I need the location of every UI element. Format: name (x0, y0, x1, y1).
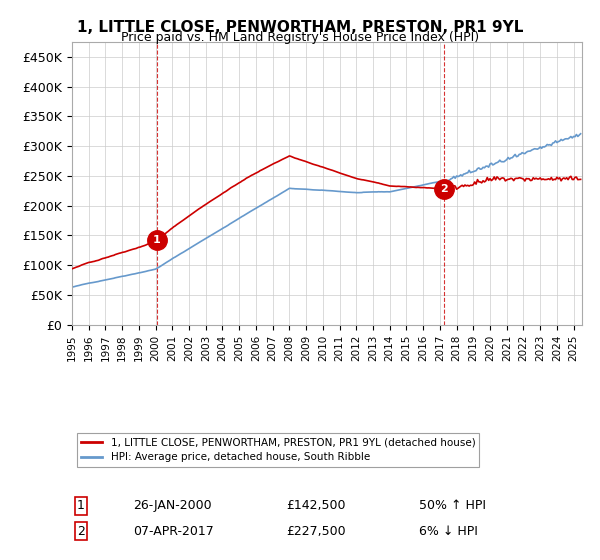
Text: 1: 1 (153, 235, 161, 245)
Text: 2: 2 (440, 184, 448, 194)
Text: 26-JAN-2000: 26-JAN-2000 (133, 500, 212, 512)
Text: 2: 2 (77, 525, 85, 538)
Text: £142,500: £142,500 (286, 500, 346, 512)
Text: 50% ↑ HPI: 50% ↑ HPI (419, 500, 486, 512)
Text: 07-APR-2017: 07-APR-2017 (133, 525, 214, 538)
Text: £227,500: £227,500 (286, 525, 346, 538)
Text: Price paid vs. HM Land Registry's House Price Index (HPI): Price paid vs. HM Land Registry's House … (121, 31, 479, 44)
Legend: 1, LITTLE CLOSE, PENWORTHAM, PRESTON, PR1 9YL (detached house), HPI: Average pri: 1, LITTLE CLOSE, PENWORTHAM, PRESTON, PR… (77, 433, 479, 466)
Text: 1, LITTLE CLOSE, PENWORTHAM, PRESTON, PR1 9YL: 1, LITTLE CLOSE, PENWORTHAM, PRESTON, PR… (77, 20, 523, 35)
Text: 6% ↓ HPI: 6% ↓ HPI (419, 525, 478, 538)
Text: 1: 1 (77, 500, 85, 512)
